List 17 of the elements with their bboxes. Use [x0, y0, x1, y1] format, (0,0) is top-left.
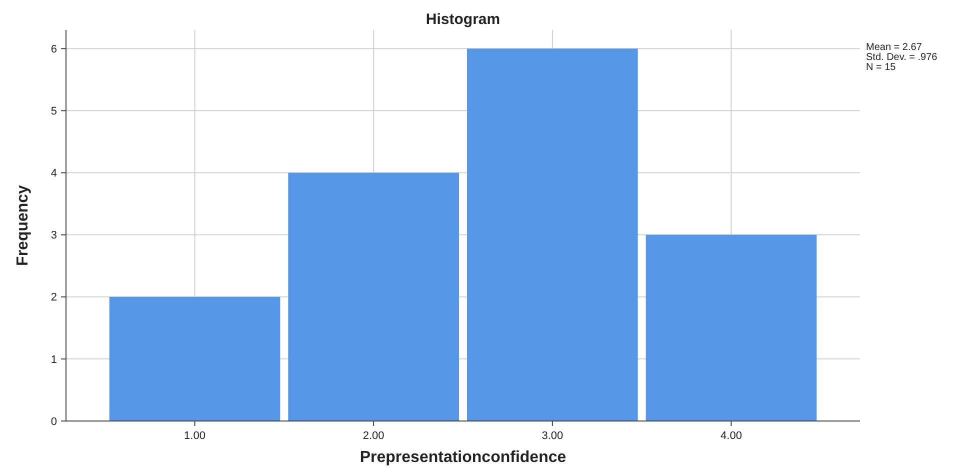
y-tick-label: 6	[50, 43, 57, 56]
y-tick-label: 0	[50, 416, 57, 428]
text: Std. Dev. = .976	[866, 52, 938, 63]
y-axis-title: Frequency	[14, 184, 32, 266]
y-tick-label: 2	[50, 292, 57, 304]
chart-title: Histogram	[426, 11, 500, 28]
x-tick-label: 1.00	[184, 430, 206, 442]
y-tick-label: 3	[50, 230, 57, 242]
x-axis-title: Prepresentationconfidence	[360, 449, 566, 466]
y-tick-label: 5	[50, 106, 57, 118]
text: N = 15	[866, 62, 896, 73]
y-tick-label: 4	[50, 168, 57, 180]
text: Mean = 2.67	[866, 42, 922, 53]
x-tick-label: 2.00	[362, 430, 384, 442]
x-tick-label: 3.00	[542, 430, 564, 442]
x-tick-label: 4.00	[720, 430, 742, 442]
y-tick-label: 1	[50, 354, 57, 366]
